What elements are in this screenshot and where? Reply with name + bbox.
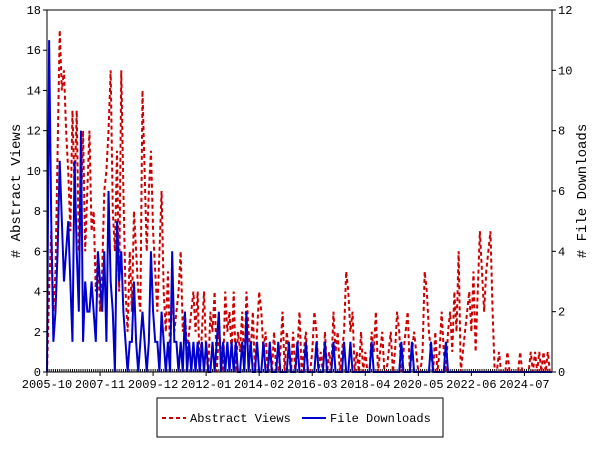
- y2-tick-label: 0: [558, 366, 565, 380]
- x-tick-label: 2005-10: [22, 378, 72, 392]
- y2-tick-label: 10: [558, 64, 572, 78]
- y-tick-label: 14: [27, 84, 41, 98]
- x-tick-label: 2014-02: [234, 378, 284, 392]
- x-tick-label: 2020-05: [393, 378, 443, 392]
- legend: Abstract Views File Downloads: [156, 397, 444, 438]
- legend-label: Abstract Views: [190, 412, 291, 426]
- y-tick-label: 12: [27, 125, 41, 139]
- y2-axis-label: # File Downloads: [575, 124, 591, 258]
- y-tick-label: 2: [34, 326, 41, 340]
- y2-tick-label: 6: [558, 185, 565, 199]
- y-tick-label: 6: [34, 245, 41, 259]
- x-tick-label: 2022-06: [446, 378, 496, 392]
- y-tick-label: 4: [34, 286, 41, 300]
- y2-tick-label: 8: [558, 125, 565, 139]
- x-tick-label: 2016-03: [287, 378, 337, 392]
- x-tick-label: 2012-01: [181, 378, 231, 392]
- y-tick-label: 0: [34, 366, 41, 380]
- y-tick-label: 18: [27, 4, 41, 18]
- x-tick-label: 2018-04: [340, 378, 390, 392]
- y2-tick-label: 2: [558, 306, 565, 320]
- x-tick-label: 2007-11: [75, 378, 125, 392]
- x-tick-label: 2024-07: [499, 378, 549, 392]
- y-tick-label: 16: [27, 44, 41, 58]
- y-tick-label: 10: [27, 165, 41, 179]
- legend-label: File Downloads: [330, 412, 431, 426]
- plot-frame: [46, 9, 553, 373]
- y2-tick-label: 12: [558, 4, 572, 18]
- y2-tick-label: 4: [558, 245, 565, 259]
- y-tick-label: 8: [34, 205, 41, 219]
- series-line: [46, 30, 552, 373]
- x-tick-label: 2009-12: [128, 378, 178, 392]
- legend-box: [156, 397, 444, 438]
- y-axis-label: # Abstract Views: [9, 124, 25, 258]
